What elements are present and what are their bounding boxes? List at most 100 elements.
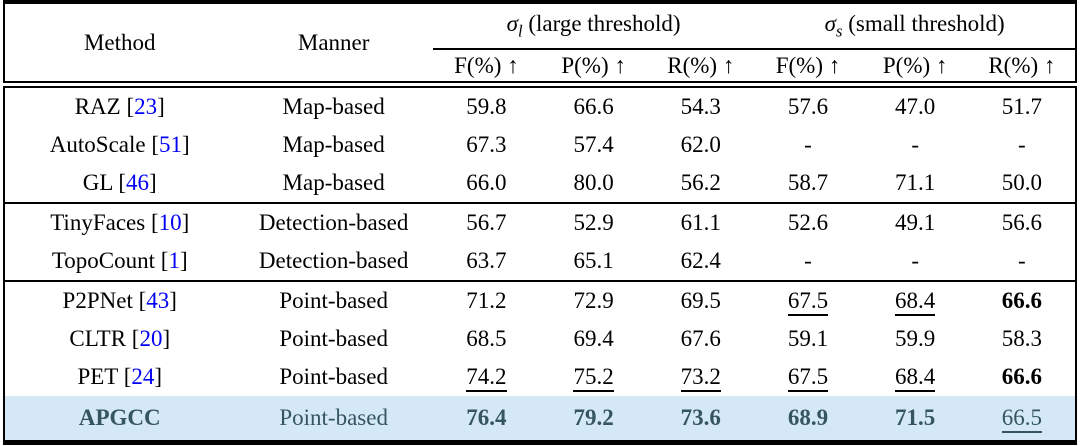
metric-value: 69.5 (680, 288, 721, 313)
method-cell: APGCC (4, 396, 235, 443)
metric-value: 71.2 (466, 288, 507, 313)
value-cell: 66.6 (540, 85, 647, 127)
manner-cell: Map-based (282, 132, 385, 157)
metric-value: - (804, 132, 812, 157)
value-cell: 58.7 (754, 164, 861, 203)
value-cell: 50.0 (969, 164, 1076, 203)
metric-header-p-small: P(%) ↑ (861, 49, 969, 88)
value-cell: 52.6 (754, 202, 862, 242)
group-header-label: (large threshold) (522, 10, 681, 36)
group-header-small-threshold: σs (small threshold) (754, 2, 1076, 50)
value-cell: 73.6 (647, 396, 755, 443)
method-name: CLTR (69, 326, 127, 351)
table-row: CLTR [20] Point-based 68.5 69.4 67.6 59.1 59.9… (4, 320, 1076, 358)
value-cell: 79.2 (540, 396, 648, 443)
metric-value: 75.2 (573, 364, 614, 392)
metric-value: 67.5 (787, 364, 829, 392)
citation-link[interactable]: 46 (126, 170, 150, 195)
table-row: P2PNet [43] Point-based 71.2 72.9 69.5 67.5 68… (4, 280, 1076, 320)
group-header-label: (small threshold) (842, 10, 1005, 36)
metric-value: 63.7 (466, 248, 507, 273)
value-cell: 57.6 (754, 85, 861, 127)
metric-value: 59.1 (787, 326, 829, 351)
value-cell: - (862, 242, 969, 281)
metric-value: 74.2 (466, 364, 507, 392)
value-cell: 49.1 (861, 202, 969, 242)
value-cell: 76.4 (432, 396, 540, 443)
citation-link[interactable]: 23 (134, 94, 158, 119)
table-row: PET [24] Point-based 74.2 75.2 73.2 67.5 68.4 6… (4, 358, 1076, 396)
metric-value: 66.6 (1001, 288, 1042, 313)
metric-value: 51.7 (1001, 94, 1042, 119)
metric-value: 56.7 (466, 210, 507, 235)
metric-value: 68.4 (895, 288, 936, 316)
table-row: RAZ [23] Map-based 59.8 66.6 54.3 57.6 47.0 51.… (4, 85, 1076, 127)
manner-cell: Map-based (282, 94, 385, 119)
metric-value: - (911, 132, 919, 157)
table-row: AutoScale [51] Map-based 67.3 57.4 62.0 - - - (4, 126, 1076, 164)
value-cell: 67.5 (754, 280, 862, 320)
value-cell: 80.0 (540, 164, 647, 203)
metric-value: 58.7 (787, 170, 829, 195)
metric-value: 73.6 (680, 405, 721, 430)
manner-cell: Detection-based (258, 248, 409, 273)
value-cell: 68.5 (433, 320, 540, 358)
value-cell: 65.1 (540, 242, 647, 281)
value-cell: 67.5 (754, 358, 861, 396)
method-name: RAZ (74, 94, 121, 119)
value-cell: 56.2 (647, 164, 754, 203)
table-row: TopoCount [1] Detection-based 63.7 65.1 62.4… (4, 242, 1076, 281)
metric-value: 59.8 (466, 94, 507, 119)
value-cell: 57.4 (540, 126, 647, 164)
metric-value: 61.1 (680, 210, 721, 235)
table-row: TinyFaces [10] Detection-based 56.7 52.9 61.… (4, 202, 1076, 242)
value-cell: 72.9 (540, 280, 648, 320)
metric-value: 52.6 (787, 210, 829, 235)
metric-value: 66.6 (573, 94, 614, 119)
metric-value: 62.0 (680, 132, 721, 157)
value-cell: 66.6 (968, 280, 1076, 320)
metric-value: 57.6 (787, 94, 829, 119)
value-cell: 75.2 (540, 358, 647, 396)
metric-value: 66.6 (1001, 364, 1042, 389)
table-row: APGCC Point-based 76.4 79.2 73.6 68.9 71.5 66.5 (4, 396, 1076, 443)
citation-link[interactable]: 51 (159, 132, 183, 157)
metric-value: 49.1 (895, 210, 936, 235)
metric-value: 59.9 (895, 326, 936, 351)
metric-value: - (1018, 248, 1026, 273)
value-cell: 56.6 (968, 202, 1076, 242)
results-table: Method Manner σl (large threshold) σs (s… (3, 0, 1077, 445)
value-cell: 61.1 (647, 202, 755, 242)
metric-value: - (804, 248, 812, 273)
metric-value: 80.0 (573, 170, 614, 195)
citation-link[interactable]: 43 (146, 288, 170, 313)
method-name: TinyFaces (50, 210, 146, 235)
metric-value: 71.5 (895, 405, 936, 430)
value-cell: 62.4 (647, 242, 754, 281)
metric-value: 67.5 (787, 288, 829, 316)
value-cell: 71.1 (862, 164, 969, 203)
metric-value: 54.3 (680, 94, 721, 119)
metric-header-r-small: R(%) ↑ (968, 49, 1076, 88)
metric-value: 57.4 (573, 132, 614, 157)
col-header-method: Method (4, 2, 235, 88)
citation-link[interactable]: 20 (139, 326, 163, 351)
value-cell: 58.3 (969, 320, 1076, 358)
value-cell: - (754, 242, 861, 281)
citation-link[interactable]: 1 (168, 248, 180, 273)
metric-value: 69.4 (573, 326, 614, 351)
metric-value: 50.0 (1001, 170, 1042, 195)
method-name: AutoScale (49, 132, 146, 157)
table-row: GL [46] Map-based 66.0 80.0 56.2 58.7 71.1 50.0 (4, 164, 1076, 203)
metric-value: 68.5 (466, 326, 507, 351)
value-cell: - (969, 126, 1076, 164)
metric-value: 65.1 (573, 248, 614, 273)
value-cell: 66.0 (433, 164, 540, 203)
citation-link[interactable]: 10 (158, 210, 182, 235)
method-cell: P2PNet [43] (4, 280, 235, 320)
manner-cell: Point-based (279, 364, 388, 389)
value-cell: 63.7 (433, 242, 540, 281)
citation-link[interactable]: 24 (131, 364, 155, 389)
metric-header-f-large: F(%) ↑ (432, 49, 540, 88)
